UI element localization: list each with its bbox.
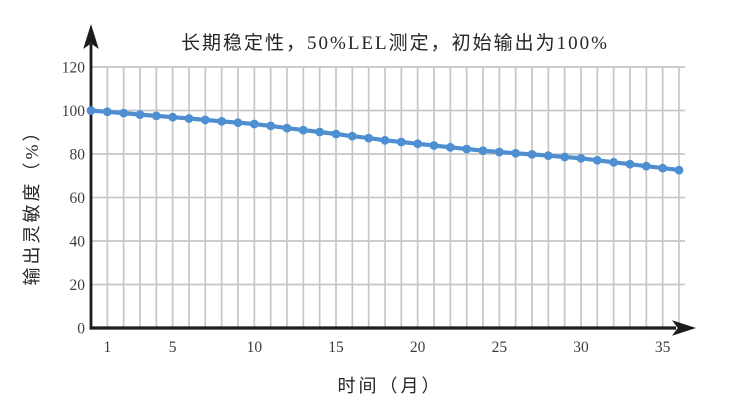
data-point	[266, 121, 276, 131]
y-axis-arrow-icon	[83, 24, 99, 49]
data-point	[168, 112, 178, 122]
data-point	[315, 127, 325, 137]
data-point	[102, 107, 112, 117]
data-series	[86, 106, 684, 175]
data-point	[249, 119, 259, 129]
data-point	[217, 117, 227, 126]
data-point	[298, 125, 308, 135]
horizontal-gridlines	[91, 66, 685, 286]
axes	[83, 24, 696, 336]
x-axis-title: 时间（月）	[338, 376, 443, 396]
data-point	[364, 133, 374, 143]
data-point	[674, 165, 684, 175]
y-axis-title: 输出灵敏度（%）	[22, 121, 42, 286]
x-tick-label: 15	[328, 339, 344, 356]
data-point	[445, 142, 455, 152]
y-tick-label: 120	[62, 60, 86, 77]
y-tick-label: 100	[62, 103, 86, 120]
y-tick-label: 80	[70, 147, 86, 164]
data-point	[511, 148, 521, 158]
data-point	[462, 144, 472, 154]
data-point	[331, 129, 341, 139]
data-point	[494, 147, 504, 157]
data-point	[347, 131, 357, 141]
x-axis-arrow-icon	[672, 320, 696, 336]
chart-title: 长期稳定性，50%LEL测定，初始输出为100%	[181, 32, 609, 54]
x-tick-label: 25	[492, 339, 508, 356]
x-tick-label: 10	[247, 339, 263, 356]
data-point	[86, 106, 96, 115]
y-tick-label: 20	[70, 277, 86, 294]
data-point	[233, 118, 243, 128]
data-point	[592, 155, 602, 165]
vertical-gridlines	[106, 67, 680, 328]
y-tick-labels: 0 20 40 60 80 100 120	[62, 60, 86, 338]
data-point	[200, 115, 210, 125]
x-tick-label: 30	[573, 339, 589, 356]
x-tick-label: 5	[169, 339, 177, 356]
data-point	[658, 163, 668, 173]
data-point	[576, 153, 586, 163]
data-point	[135, 110, 145, 119]
data-point	[478, 146, 488, 156]
data-point	[527, 150, 537, 159]
data-point	[413, 139, 423, 149]
data-point	[641, 161, 651, 171]
data-point	[543, 151, 553, 161]
data-point	[429, 141, 439, 150]
data-point	[282, 123, 292, 133]
data-point	[380, 135, 390, 145]
data-point	[625, 159, 635, 169]
y-tick-label: 40	[70, 234, 86, 251]
x-tick-label: 20	[410, 339, 426, 356]
x-tick-label: 35	[655, 339, 671, 356]
data-point	[609, 157, 619, 167]
data-point	[119, 108, 129, 118]
y-tick-label: 60	[70, 190, 86, 207]
data-point	[151, 111, 161, 121]
data-point	[184, 114, 194, 123]
data-point	[560, 152, 570, 162]
y-tick-label: 0	[77, 321, 85, 338]
x-tick-labels: 1 5 10 15 20 25 30 35	[103, 339, 670, 356]
data-point	[396, 137, 406, 147]
x-tick-label: 1	[103, 339, 111, 356]
